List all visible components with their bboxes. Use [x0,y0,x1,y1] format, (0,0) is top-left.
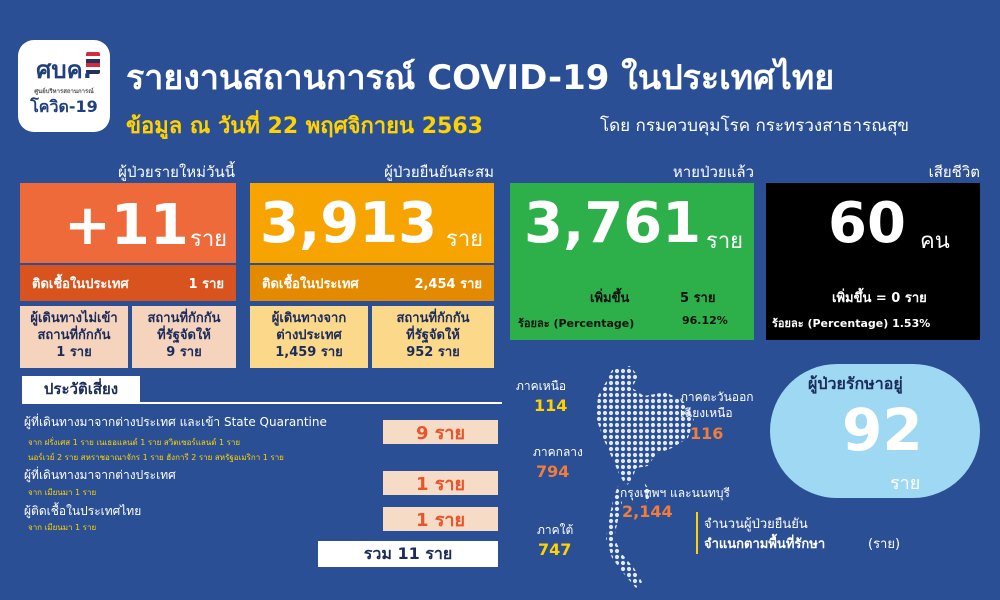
risk-item-2-text: ผู้ที่เดินทางมาจากต่างประเทศ [24,468,176,482]
in-treatment-value: 92 [842,396,923,464]
risk-item-3-value: 1 ราย [383,507,498,531]
new-cases-sub2-value: 9 ราย [166,345,202,360]
thailand-map-icon [596,366,694,588]
region-northeast-label1: ภาคตะวันออก [680,390,754,404]
recovered-label: หายป่วยแล้ว [672,163,754,181]
cumulative-sub2-value: 952 ราย [406,345,460,360]
new-cases-domestic-label: ติดเชื้อในประเทศ [32,276,129,292]
deaths-pct: ร้อยละ (Percentage) 1.53% [772,317,931,330]
map-caption-line1: จำนวนผู้ป่วยยืนยัน [704,517,808,532]
map-caption-line2: จำแนกตามพื้นที่รักษา [704,537,826,552]
region-northeast-value: 116 [690,424,724,443]
cumulative-label: ผู้ป่วยยืนยันสะสม [384,163,494,181]
new-cases-sub1-line1: ผู้เดินทางไม่เข้า [30,311,118,326]
thai-flag-icon [86,52,100,74]
cumulative-sub2: สถานที่กักกัน ที่รัฐจัดให้ 952 ราย [372,306,494,368]
deaths-increase: เพิ่มขึ้น = 0 ราย [832,291,927,306]
new-cases-sub2-line1: สถานที่กักกัน [147,311,221,326]
cumulative-sub2-line2: ที่รัฐจัดให้ [406,328,460,343]
new-cases-label: ผู้ป่วยรายใหม่วันนี้ [118,163,235,181]
region-south-label: ภาคใต้ [537,523,574,537]
recovered-pct-value: 96.12% [682,314,728,327]
region-central-label: ภาคกลาง [533,445,583,459]
cumulative-value: 3,913 [260,191,438,256]
risk-item-1-value: 9 ราย [383,420,498,444]
recovered-value: 3,761 [524,191,702,256]
risk-history-title: ประวัติเสี่ยง [22,376,140,402]
report-source: โดย กรมควบคุมโรค กระทรวงสาธารณสุข [600,116,909,136]
cumulative-sub1-line1: ผู้เดินทางจาก [271,311,347,326]
deaths-label: เสียชีวิต [928,163,980,181]
new-cases-sub1: ผู้เดินทางไม่เข้า สถานที่กักกัน 1 ราย [20,306,128,368]
cca-logo: ศบค. ศูนย์บริหารสถานการณ์ โควิด-19 [18,40,110,132]
report-date: ข้อมูล ณ วันที่ 22 พฤศจิกายน 2563 [126,114,483,139]
recovered-unit: ราย [706,229,744,254]
risk-total: รวม 11 ราย [318,541,498,567]
new-cases-card: +11 ราย [20,183,236,263]
cumulative-sub2-line1: สถานที่กักกัน [396,311,470,326]
map-caption-unit: (ราย) [868,537,901,552]
new-cases-sub1-line2: สถานที่กักกัน [37,328,111,343]
recovered-pct-label: ร้อยละ (Percentage) [518,317,635,330]
risk-item-2-value: 1 ราย [383,471,498,495]
recovered-increase-label: เพิ่มขึ้น [590,291,630,306]
recovered-card: 3,761 ราย เพิ่มขึ้น 5 ราย ร้อยละ (Percen… [510,183,754,340]
risk-item-3-note: จาก เมียนมา 1 ราย [28,523,97,532]
deaths-unit: คน [920,229,950,254]
in-treatment-label: ผู้ป่วยรักษาอยู่ [808,374,903,393]
region-central-value: 794 [536,462,570,481]
new-cases-sub2-line2: ที่รัฐจัดให้ [157,328,211,343]
caption-divider [696,512,698,554]
new-cases-domestic-value: 1 ราย [188,276,224,292]
cumulative-card: 3,913 ราย [250,183,494,263]
cumulative-sub1-line2: ต่างประเทศ [276,328,342,343]
page-title: รายงานสถานการณ์ COVID-19 ในประเทศไทย [126,58,835,98]
region-northeast-label2: เฉียงเหนือ [680,406,733,420]
new-cases-domestic-row: ติดเชื้อในประเทศ 1 ราย [20,265,236,301]
region-bangkok-label: กรุงเทพฯ และนนทบุรี [620,486,730,500]
cumulative-unit: ราย [446,227,484,252]
region-bangkok-value: 2,144 [622,502,673,521]
region-north-value: 114 [534,396,568,415]
in-treatment-unit: ราย [890,473,921,494]
risk-history-table [22,402,502,568]
deaths-value: 60 [828,191,906,256]
logo-text-small: ศูนย์บริหารสถานการณ์ [34,87,94,95]
logo-text-bottom: โควิด-19 [30,96,98,116]
cumulative-domestic-label: ติดเชื้อในประเทศ [262,276,359,292]
risk-item-1-text: ผู้ที่เดินทางมาจากต่างประเทศ และเข้า Sta… [24,415,327,429]
risk-item-2-note: จาก เมียนมา 1 ราย [28,488,97,497]
risk-item-3-text: ผู้ติดเชื้อในประเทศไทย [24,504,142,518]
cumulative-domestic-row: ติดเชื้อในประเทศ 2,454 ราย [250,265,494,301]
cumulative-sub1: ผู้เดินทางจาก ต่างประเทศ 1,459 ราย [250,306,368,368]
new-cases-sub2: สถานที่กักกัน ที่รัฐจัดให้ 9 ราย [132,306,236,368]
logo-text-top: ศบค. [36,55,92,84]
recovered-increase-value: 5 ราย [680,291,716,306]
new-cases-value: +11 [64,193,189,258]
risk-item-1-note1: จาก ฝรั่งเศส 1 ราย เนเธอแลนด์ 1 ราย สวิต… [28,438,241,447]
new-cases-sub1-value: 1 ราย [56,345,92,360]
deaths-card: 60 คน เพิ่มขึ้น = 0 ราย ร้อยละ (Percenta… [766,183,980,340]
in-treatment-badge: ผู้ป่วยรักษาอยู่ 92 ราย [770,364,980,498]
region-south-value: 747 [538,540,572,559]
region-north-label: ภาคเหนือ [516,379,567,393]
cumulative-domestic-value: 2,454 ราย [414,276,482,292]
risk-item-1-note2: นอร์เวย์ 2 ราย สหราชอาณาจักร 1 ราย ฮังกา… [28,453,284,462]
cumulative-sub1-value: 1,459 ราย [275,345,343,360]
new-cases-unit: ราย [190,227,228,252]
